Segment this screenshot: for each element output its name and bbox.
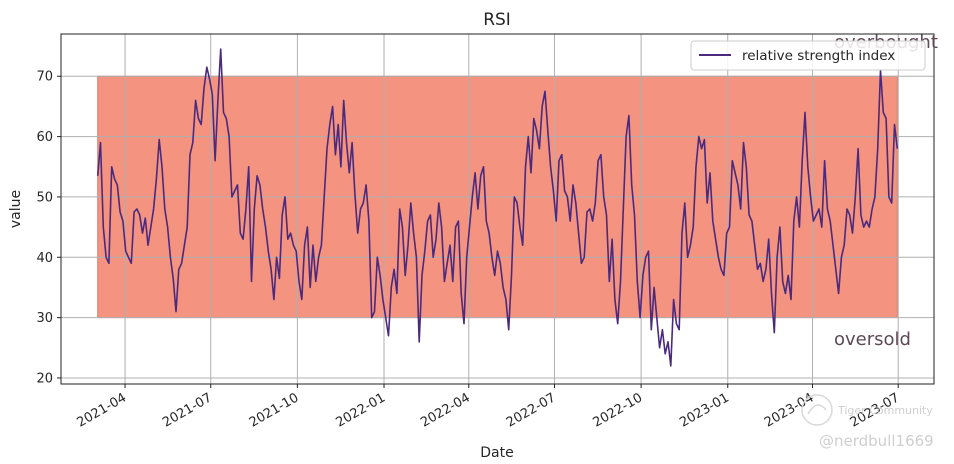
x-tick-label: 2021-07 [160,390,215,430]
oversold-label: oversold [834,329,911,350]
legend-entry-rsi: relative strength index [742,48,895,64]
y-tick-label: 30 [36,311,53,326]
rsi-series-line [96,48,899,367]
watermark-handle: @nerdbull1669 [819,432,934,450]
y-axis-title: value [8,190,24,228]
chart-title: RSI [483,10,511,30]
tiger-logo-stripe [807,404,827,415]
line-layer [96,48,899,367]
x-tick-label: 2021-10 [247,390,302,430]
grid-layer [61,34,934,384]
x-axis-title: Date [480,445,513,461]
plot-frame [60,33,935,385]
y-tick-label: 40 [36,251,53,266]
y-tick-label: 20 [36,371,53,386]
x-tick-label: 2023-04 [762,390,817,430]
watermark: Tiger Community @nerdbull1669 [801,394,934,450]
x-axis-ticks: 2021-04 2021-07 2021-10 2022-01 2022-04 2022-… [74,384,902,431]
x-tick-label: 2022-04 [418,390,473,430]
tiger-logo-icon [801,394,833,426]
y-axis-ticks: 20 30 40 50 60 70 [36,70,61,386]
legend: relative strength index [690,40,926,71]
legend-box [690,40,926,71]
y-tick-label: 70 [36,70,53,85]
x-tick-label: 2023-01 [677,390,732,430]
watermark-brand: Tiger Community [837,404,933,417]
x-tick-label: 2021-04 [74,390,129,430]
y-tick-label: 60 [36,130,53,145]
x-tick-label: 2022-01 [333,390,388,430]
x-tick-label: 2022-07 [504,390,559,430]
y-tick-label: 50 [36,190,53,205]
x-tick-label: 2022-10 [591,390,646,430]
